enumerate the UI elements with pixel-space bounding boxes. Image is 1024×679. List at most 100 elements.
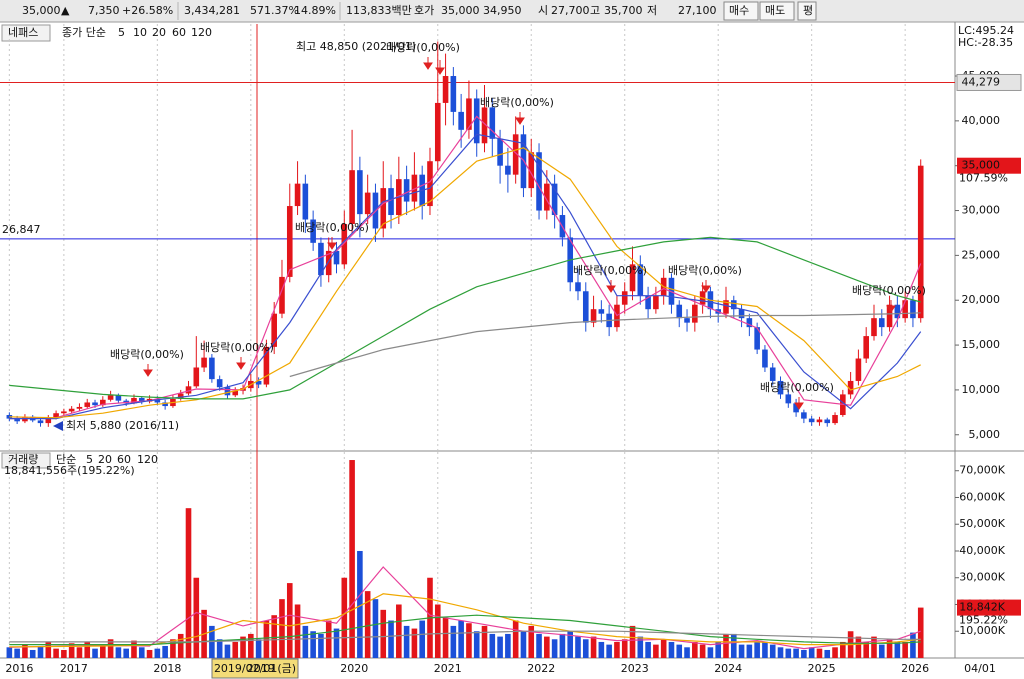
moving-average <box>9 115 922 420</box>
legend-item: 60 <box>117 453 131 466</box>
sell-button[interactable] <box>759 1 795 21</box>
volume-bar <box>489 633 496 658</box>
volume-bar <box>832 647 838 658</box>
volume-bar <box>855 636 862 658</box>
candle-body <box>629 264 636 292</box>
candle-body <box>271 313 277 347</box>
volume-bar <box>730 633 737 658</box>
candle-body <box>878 318 885 328</box>
candle-body <box>45 417 52 424</box>
x-tick-label: 2026 <box>901 662 929 675</box>
dividend-arrow <box>236 357 246 370</box>
header-item: ▲ <box>61 4 70 17</box>
candle-body <box>224 387 231 396</box>
volume-bar <box>325 620 332 658</box>
candle-body <box>886 304 893 328</box>
volume-bar <box>520 631 527 658</box>
legend-title: 단순 <box>56 453 76 466</box>
header-item: 7,350 <box>88 4 120 17</box>
volume-bar <box>248 633 254 658</box>
eval-button[interactable] <box>797 1 817 21</box>
last-price-box <box>957 157 1021 174</box>
dividend-arrow <box>515 112 525 125</box>
volume-bar <box>551 639 558 658</box>
header-item: 저 <box>647 4 657 17</box>
volume-bar <box>614 641 620 658</box>
x-tick-label: 2018 <box>153 662 181 675</box>
volume-bar <box>660 639 667 658</box>
candle-body <box>489 107 496 139</box>
header-item: 27,700 <box>551 4 590 17</box>
stock-name-box <box>1 24 51 42</box>
volume-bar <box>505 633 511 658</box>
header-item: 35,000 <box>441 4 480 17</box>
reference-box <box>956 73 1022 91</box>
volume-bar <box>216 639 223 658</box>
candle-body <box>255 380 262 385</box>
candle-body <box>318 242 324 276</box>
candle-body <box>68 408 75 412</box>
candle-body <box>403 179 410 202</box>
header-item: 3,434,281 <box>184 4 240 17</box>
candle-body <box>201 357 207 368</box>
y-tick-label: 25,000 <box>962 248 1001 261</box>
candle-body <box>808 418 815 423</box>
volume-bar <box>902 641 908 658</box>
volume-bar <box>271 615 277 658</box>
candle-body <box>14 418 20 422</box>
candle-body <box>762 349 768 368</box>
candle-body <box>676 304 683 319</box>
candle-body <box>434 102 441 162</box>
volume-bar <box>582 639 589 658</box>
candle-body <box>730 300 737 310</box>
candle-body <box>653 295 659 310</box>
dividend-arrow <box>143 364 153 377</box>
legend-item: 60 <box>172 26 186 39</box>
volume-bar <box>349 460 355 658</box>
dividend-annotation: 배당락(0,00%) <box>480 96 554 109</box>
volume-bar <box>396 604 402 658</box>
volume-bar <box>45 641 52 658</box>
volume-bar <box>37 645 44 658</box>
header-item: 34,950 <box>483 4 522 17</box>
candle-body <box>138 397 145 402</box>
candle-body <box>216 379 223 388</box>
candle-body <box>590 309 597 323</box>
candle-body <box>497 138 503 166</box>
candle-body <box>466 98 472 130</box>
candle-body <box>473 98 480 144</box>
candle-body <box>575 282 581 292</box>
buy-button[interactable] <box>723 1 759 21</box>
dividend-arrow <box>701 280 711 293</box>
candle-body <box>871 318 877 337</box>
volume-bar <box>177 633 184 658</box>
candle-body <box>364 192 371 215</box>
candle-body <box>357 170 363 215</box>
candle-body <box>512 134 519 175</box>
volume-bar <box>458 620 464 658</box>
volume-bar <box>357 550 363 658</box>
dividend-annotation: 배당락(0,00%) <box>760 381 834 394</box>
volume-bar <box>442 617 449 658</box>
header-item: 매수 <box>729 4 749 17</box>
candle-body <box>723 300 729 314</box>
dividend-annotation: 배당락(0,00%) <box>386 41 460 54</box>
header-item: 평 <box>803 4 813 17</box>
volume-bar <box>871 636 877 658</box>
candle-body <box>232 390 239 396</box>
volume-bar <box>123 648 129 658</box>
y-tick-label: 10,000 <box>962 383 1001 396</box>
volume-bar <box>910 632 916 658</box>
y-tick-label: 70,000K <box>959 464 1005 477</box>
y-tick-label: 10,000K <box>959 624 1005 637</box>
x-tick-label: 2021 <box>434 662 462 675</box>
x-tick-label: 2016 <box>5 662 33 675</box>
volume-bar <box>684 647 690 658</box>
candle-body <box>481 107 488 144</box>
dividend-annotation: 배당락(0,00%) <box>573 264 647 277</box>
dividend-annotation: 배당락(0,00%) <box>295 221 369 234</box>
x-tick-label: 2020 <box>340 662 368 675</box>
header-item: 35,700 <box>604 4 643 17</box>
